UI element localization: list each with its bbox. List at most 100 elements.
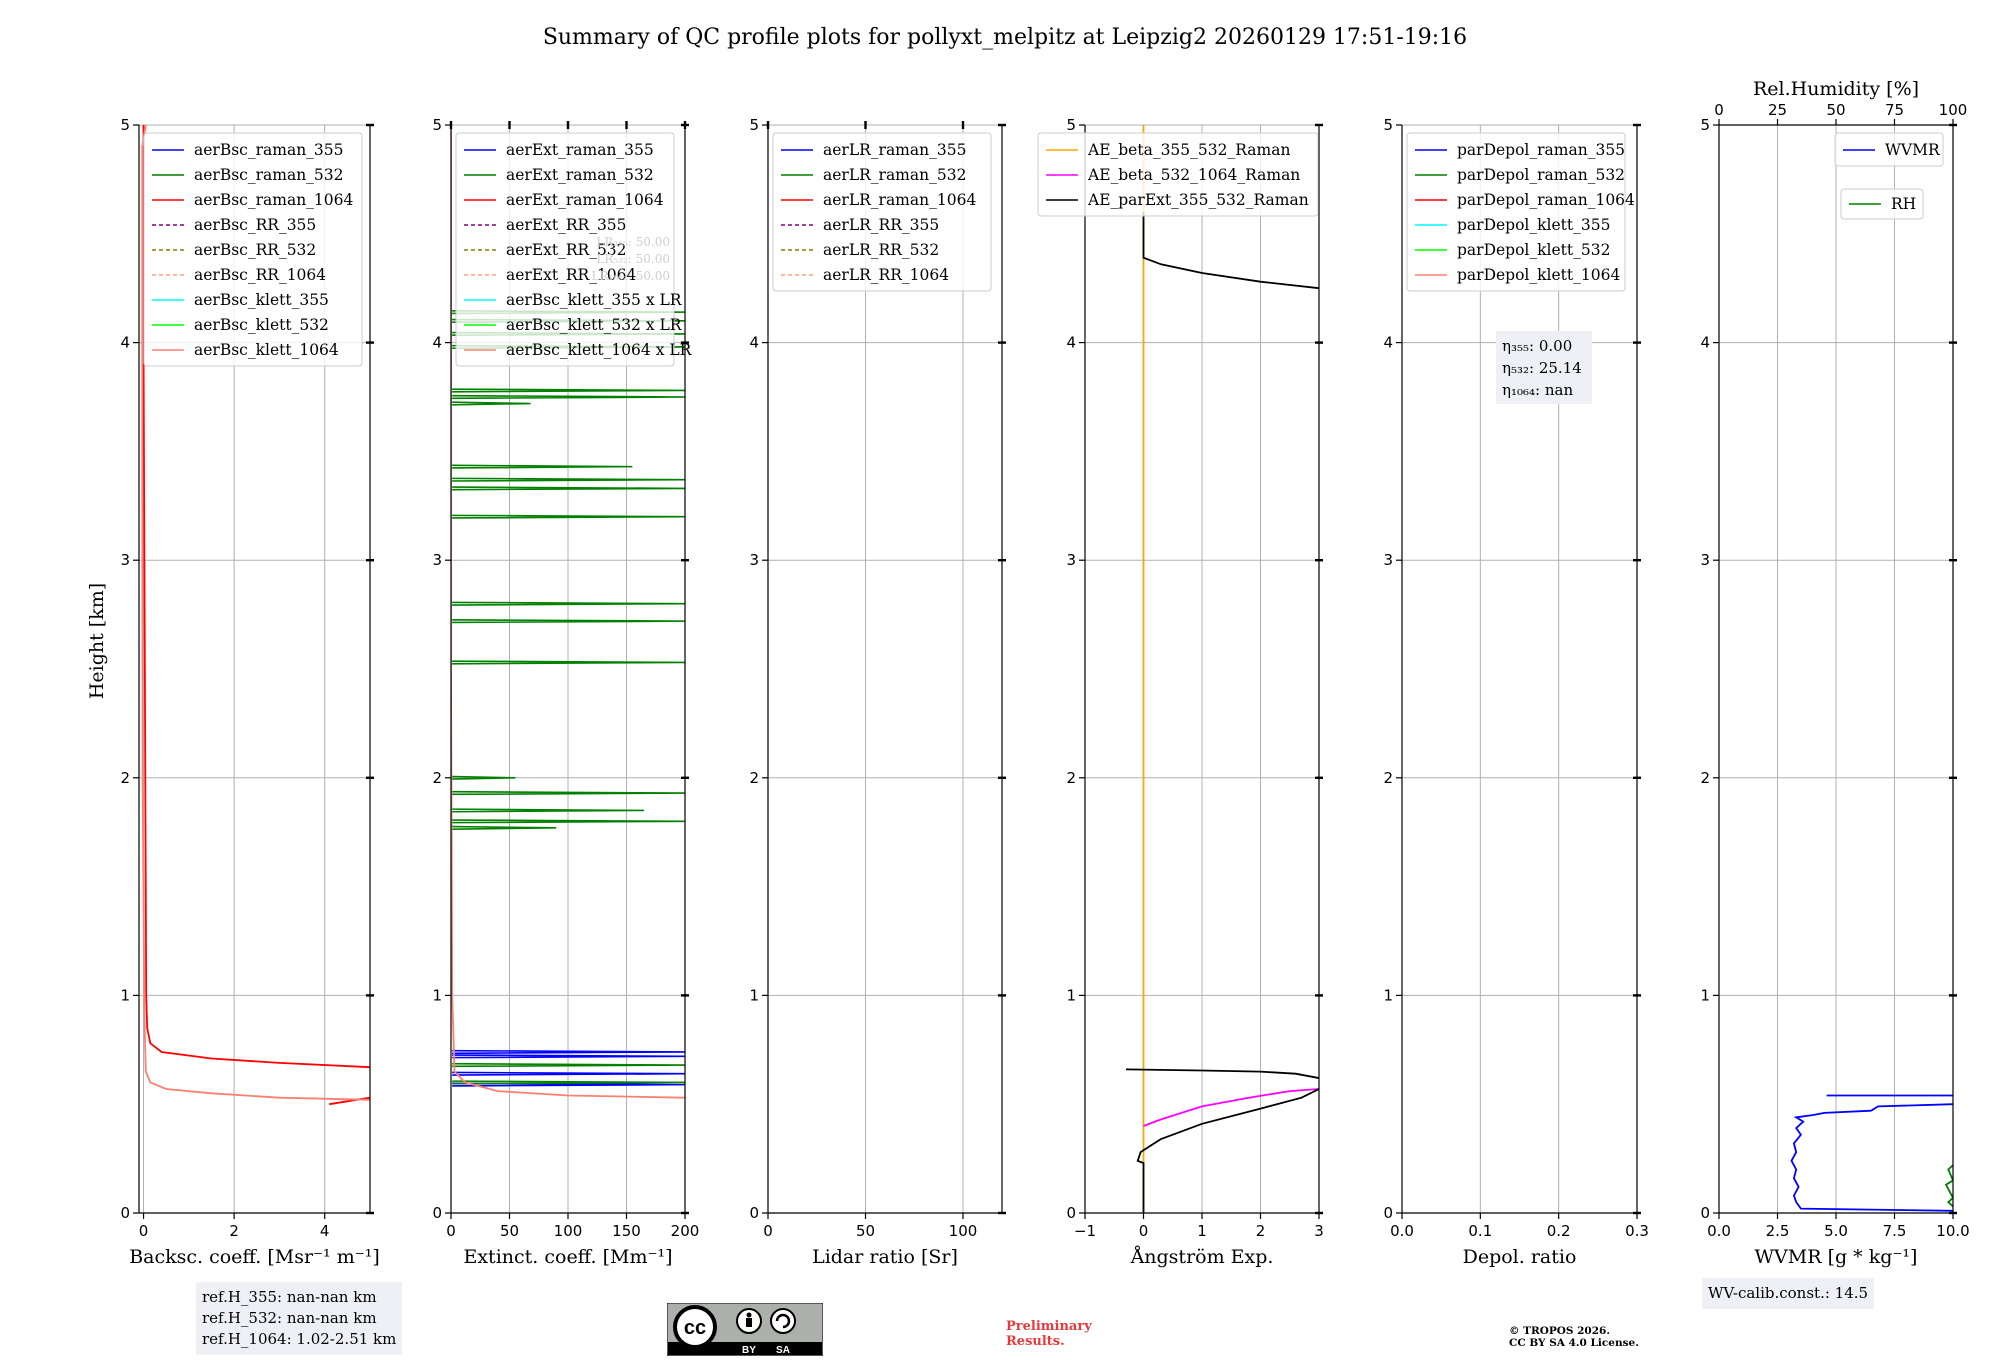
eta-label: η₁₀₆₄: nan [1502, 381, 1573, 399]
y-tick-label: 4 [1066, 334, 1076, 352]
ref-heights-box: ref.H_355: nan-nan km ref.H_532: nan-nan… [196, 1282, 403, 1355]
top-tick-label: 100 [1939, 101, 1968, 119]
data-layer [1125, 125, 1319, 1213]
copyright-line-1: © TROPOS 2026. [1509, 1325, 1611, 1337]
legend-entry: aerLR_RR_355 [823, 216, 939, 234]
profile-spike [452, 790, 685, 796]
figure-title: Summary of QC profile plots for pollyxt_… [543, 25, 1467, 50]
legend-entry: aerExt_raman_355 [506, 141, 654, 159]
y-tick-label: 0 [432, 1204, 442, 1222]
legend-entry: aerLR_RR_532 [823, 241, 939, 259]
y-tick-label: 5 [1066, 116, 1076, 134]
lr-note: LR₃₅₅: 50.00 [596, 235, 670, 249]
legend-frame [455, 132, 675, 367]
y-tick-label: 4 [1700, 334, 1710, 352]
panel-1: 0 1 2 3 4 5 0 2 4 Backsc. coeff. [Msr⁻¹ m⁻¹] aerBs… [120, 116, 379, 1268]
x-axis-label: WVMR [g * kg⁻¹] [1755, 1246, 1918, 1268]
legend-entry: aerBsc_klett_1064 x LR [506, 341, 693, 359]
legend: aerExt_raman_355 aerExt_raman_532 aerExt_r… [455, 132, 693, 367]
eta-box [1496, 331, 1592, 404]
x-tick-label: 5.0 [1824, 1222, 1848, 1240]
legend-entry: parDepol_raman_532 [1457, 166, 1625, 184]
legend: aerBsc_raman_355 aerBsc_raman_532 aerBsc_r… [143, 132, 363, 367]
legend-entry: aerBsc_RR_532 [194, 241, 316, 259]
ref-height-1064: ref.H_1064: 1.02-2.51 km [202, 1330, 397, 1348]
profile-spike [452, 660, 685, 665]
y-tick-label: 5 [749, 116, 759, 134]
y-tick-label: 5 [1383, 116, 1393, 134]
y-tick-label: 2 [1066, 769, 1076, 787]
x-tick-label: 10.0 [1936, 1222, 1969, 1240]
x-tick-label: 200 [671, 1222, 700, 1240]
y-tick-label: 0 [1066, 1204, 1076, 1222]
legend-entry: parDepol_klett_355 [1457, 216, 1610, 234]
x-tick-label: 100 [554, 1222, 583, 1240]
legend-entry: aerBsc_klett_355 [194, 291, 329, 309]
y-tick-label: 0 [1700, 1204, 1710, 1222]
legend-entry: parDepol_klett_532 [1457, 241, 1610, 259]
cc-by-text: BY [742, 1345, 756, 1356]
legend-entry: aerBsc_RR_1064 [194, 266, 326, 284]
top-tick-label: 50 [1826, 101, 1845, 119]
y-tick-label: 4 [749, 334, 759, 352]
x-axis-label: Depol. ratio [1463, 1246, 1577, 1268]
panel-6: 0 1 2 3 4 5 0.0 2.5 5.0 7.5 10.0 WVMR [g * kg⁻¹] 0 25… [1700, 78, 1969, 1268]
legend-entry: aerLR_RR_1064 [823, 266, 949, 284]
legend: aerLR_raman_355 aerLR_raman_532 aerLR_rama… [772, 132, 992, 292]
cc-sa-text: SA [776, 1345, 790, 1356]
x-tick-label: 50 [856, 1222, 875, 1240]
data-layer [141, 125, 370, 1106]
profile-spike [452, 394, 685, 400]
x-tick-label: 4 [320, 1222, 330, 1240]
panel-5: 0 1 2 3 4 5 0.0 0.1 0.2 0.3 Depol. ratio parDepol_r… [1383, 116, 1648, 1268]
legend-entry: aerBsc_raman_1064 [194, 191, 354, 209]
legend-entry: aerBsc_klett_1064 [194, 341, 339, 359]
profile-spike [452, 1049, 685, 1055]
y-tick-label: 2 [432, 769, 442, 787]
profile-spike [452, 486, 685, 491]
legend-frame [1834, 132, 1944, 167]
profile-spike [452, 619, 685, 624]
legend-entry: aerLR_raman_355 [823, 141, 966, 159]
y-tick-label: 3 [1066, 551, 1076, 569]
x-tick-label: 100 [949, 1222, 978, 1240]
top-axis-label: Rel.Humidity [%] [1753, 78, 1919, 100]
profile-spike [452, 401, 531, 406]
x-axis-label: Lidar ratio [Sr] [812, 1246, 958, 1268]
x-axis-label: Backsc. coeff. [Msr⁻¹ m⁻¹] [129, 1246, 380, 1268]
y-tick-label: 3 [120, 551, 130, 569]
ref-height-532: ref.H_532: nan-nan km [202, 1309, 377, 1327]
legend-entry: parDepol_raman_1064 [1457, 191, 1635, 209]
y-tick-label: 5 [1700, 116, 1710, 134]
legend-entry-rh: RH [1891, 195, 1916, 213]
x-axis-label: Ångström Exp. [1130, 1246, 1274, 1268]
legend-entry: AE_parExt_355_532_Raman [1087, 191, 1309, 209]
x-tick-label: 0 [446, 1222, 456, 1240]
y-tick-label: 5 [120, 116, 130, 134]
wv-calib-text: WV-calib.const.: 14.5 [1708, 1284, 1869, 1302]
preliminary-line-1: Preliminary [1006, 1319, 1092, 1334]
x-tick-label: 150 [612, 1222, 641, 1240]
legend-entry: WVMR [1885, 141, 1941, 159]
y-tick-label: 2 [120, 769, 130, 787]
x-tick-label: 50 [500, 1222, 519, 1240]
y-tick-label: 0 [749, 1204, 759, 1222]
y-tick-label: 1 [749, 986, 759, 1004]
series-line-RH [1944, 1164, 1953, 1208]
y-tick-label: 1 [432, 986, 442, 1004]
legend-entry: parDepol_klett_1064 [1457, 266, 1620, 284]
y-tick-label: 2 [1383, 769, 1393, 787]
x-tick-label: 0 [1139, 1222, 1149, 1240]
y-tick-label: 3 [432, 551, 442, 569]
profile-spike [452, 464, 633, 469]
y-tick-label: 3 [1700, 551, 1710, 569]
x-axis-label: Extinct. coeff. [Mm⁻¹] [463, 1246, 672, 1268]
x-tick-label: 0 [139, 1222, 149, 1240]
copyright-line-2: CC BY SA 4.0 License. [1509, 1337, 1639, 1349]
x-tick-label: 0.2 [1547, 1222, 1571, 1240]
lr-note: LR₅₃₂: 50.00 [596, 252, 670, 266]
legend-entry: aerExt_RR_532 [506, 241, 627, 259]
